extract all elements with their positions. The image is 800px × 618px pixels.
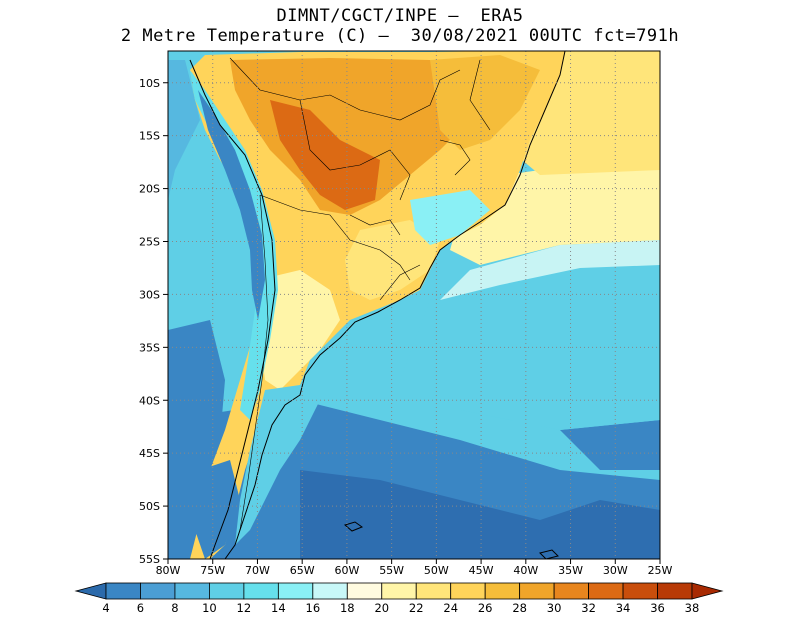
colorbar-low-arrow — [74, 582, 107, 600]
lat-label: 55S — [139, 553, 160, 566]
lon-label: 65W — [290, 564, 315, 577]
coastlines — [189, 51, 566, 559]
coastal-cool — [410, 190, 490, 245]
ocean-south-deep — [300, 470, 660, 559]
colorbar-swatch — [105, 582, 141, 600]
lat-label: 25S — [139, 236, 160, 249]
lon-label: 75W — [200, 564, 225, 577]
colorbar-label: 8 — [171, 601, 178, 615]
lon-label: 70W — [245, 564, 270, 577]
colorbar-swatch — [657, 582, 693, 600]
colorbar-swatch — [484, 582, 521, 600]
colorbar-label: 10 — [202, 601, 217, 615]
country-borders — [229, 57, 491, 531]
land-hot-northeast — [430, 55, 540, 150]
colorbar-swatch — [553, 582, 589, 600]
land-patagonia — [235, 385, 320, 545]
colorbar-swatch — [519, 582, 555, 600]
lon-label: 55W — [379, 564, 404, 577]
colorbar-label: 6 — [137, 601, 144, 615]
colorbar-label: 24 — [443, 601, 458, 615]
lat-label: 50S — [139, 500, 160, 513]
land-southeast — [345, 220, 440, 300]
colorbar-swatch — [381, 582, 417, 600]
colorbar-swatch — [277, 582, 314, 600]
lon-label: 40W — [513, 564, 538, 577]
colorbar-swatch — [346, 582, 383, 600]
lat-label: 15S — [139, 130, 160, 143]
temperature-field — [168, 51, 660, 559]
border-chile-argentina — [239, 194, 269, 531]
border-brazil-states-2 — [469, 59, 491, 131]
andes-cold — [190, 70, 278, 420]
ocean-atlantic-pale — [440, 240, 660, 300]
border-argentina-north — [259, 194, 411, 281]
colorbar: 4 6 8 10 12 14 16 18 20 22 24 26 28 30 32 34 36 38 — [74, 582, 724, 615]
land-south-cold — [195, 460, 240, 559]
ocean-pacific-north — [168, 60, 200, 200]
falklands — [343, 521, 364, 532]
colorbar-label: 16 — [306, 601, 321, 615]
colorbar-label: 26 — [478, 601, 493, 615]
colorbar-label: 36 — [650, 601, 665, 615]
gridlines — [168, 51, 660, 559]
border-brazil-states — [439, 139, 471, 176]
map-title-line2: 2 Metre Temperature (C) – 30/08/2021 00U… — [120, 26, 680, 46]
border-paraguay — [349, 214, 401, 236]
colorbar-high-arrow — [691, 582, 724, 600]
colorbar-swatch — [243, 582, 279, 600]
colorbar-label: 22 — [409, 601, 424, 615]
lat-label: 35S — [139, 341, 160, 354]
lat-label: 45S — [139, 447, 160, 460]
colorbar-label: 38 — [685, 601, 700, 615]
lon-label: 25W — [648, 564, 673, 577]
colorbar-label: 28 — [512, 601, 527, 615]
lon-label: 60W — [334, 564, 359, 577]
ocean-pacific-south — [168, 320, 225, 559]
lat-label: 10S — [139, 77, 160, 90]
colorbar-label: 4 — [102, 601, 109, 615]
lon-label: 30W — [603, 564, 628, 577]
andes-very-cold — [198, 90, 265, 320]
colorbar-label: 32 — [581, 601, 596, 615]
lon-label: 35W — [558, 564, 583, 577]
land-hot — [230, 58, 480, 215]
colorbar-swatch — [174, 582, 210, 600]
south-georgia — [539, 549, 559, 559]
ocean-atlantic-cyan — [400, 260, 660, 430]
border-bolivia — [299, 99, 411, 201]
land-pampas — [258, 270, 340, 390]
colorbar-swatch — [415, 582, 452, 600]
lon-label: 45W — [469, 564, 494, 577]
ocean-east-mid — [560, 420, 660, 470]
colorbar-swatch — [140, 582, 176, 600]
map-frame — [167, 50, 661, 560]
colorbar-label: 20 — [374, 601, 389, 615]
border-uruguay — [379, 264, 421, 301]
lat-label: 20S — [139, 183, 160, 196]
lon-label: 80W — [156, 564, 181, 577]
map-title-line1: DIMNT/CGCT/INPE – ERA5 — [276, 6, 524, 26]
colorbar-swatch — [588, 582, 624, 600]
lon-label: 50W — [424, 564, 449, 577]
atlantic-coastline — [224, 51, 566, 559]
colorbar-swatch — [622, 582, 658, 600]
colorbar-label: 30 — [547, 601, 562, 615]
colorbar-label: 18 — [340, 601, 355, 615]
colorbar-swatch — [312, 582, 348, 600]
land-very-hot — [270, 100, 380, 210]
colorbar-label: 12 — [237, 601, 252, 615]
colorbar-label: 14 — [271, 601, 286, 615]
border-north — [229, 57, 461, 121]
land-warm — [190, 51, 565, 559]
lat-label: 40S — [139, 394, 160, 407]
pacific-coastline — [189, 59, 276, 559]
lat-label: 30S — [139, 288, 160, 301]
colorbar-label: 34 — [616, 601, 631, 615]
colorbar-swatch — [450, 582, 486, 600]
colorbar-swatch — [209, 582, 245, 600]
